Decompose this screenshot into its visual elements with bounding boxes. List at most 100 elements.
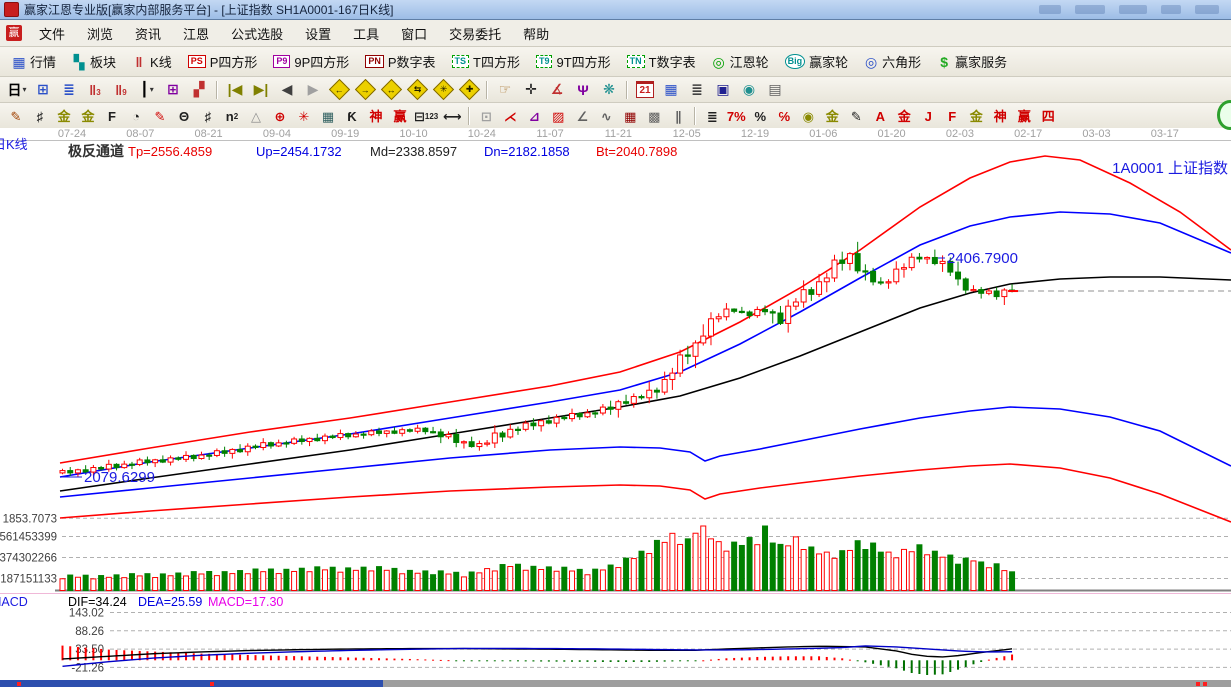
chart-canvas[interactable]: 07-24 08-07 08-21 09-04 09-19 10-10 10-24 11-07… bbox=[0, 128, 1231, 681]
calendar-icon: 21 bbox=[636, 81, 654, 98]
draw-gold-red[interactable]: 金 bbox=[897, 108, 911, 124]
tool-pattern-box[interactable]: ⊞ bbox=[161, 78, 185, 102]
floating-service-button[interactable] bbox=[1217, 100, 1231, 130]
draw-knife-red[interactable]: ✎ bbox=[154, 108, 166, 124]
tool-kline-period-dropdown[interactable]: 日 ▾ bbox=[7, 81, 27, 98]
tool-analysis-tool-teal[interactable]: ❋ bbox=[597, 78, 621, 102]
tool-calendar-21[interactable]: 21 bbox=[633, 78, 657, 102]
tool-next-bar[interactable]: ▶ bbox=[301, 78, 325, 102]
draw-grid-ruler[interactable]: ♯ bbox=[36, 108, 44, 124]
draw-percent-7[interactable]: 7% bbox=[726, 108, 746, 124]
draw-grid-ruler-2[interactable]: ♯ bbox=[204, 108, 212, 124]
draw-k-double[interactable]: Ƙ bbox=[347, 108, 357, 124]
tool-printer[interactable]: ▤ bbox=[763, 78, 787, 102]
draw-grid-shade[interactable]: ▩ bbox=[648, 108, 661, 124]
toolbar-p-square[interactable]: PS P四方形 bbox=[180, 49, 266, 75]
toolbar-winner-wheel[interactable]: Big 赢家轮 bbox=[777, 49, 857, 75]
draw-f-ruler[interactable]: F bbox=[108, 108, 116, 124]
tool-cross-diamond[interactable]: ✚ bbox=[457, 78, 481, 102]
draw-fan-purple[interactable]: ⊿ bbox=[528, 108, 540, 124]
tool-bars-9[interactable]: ‖9 bbox=[109, 78, 133, 102]
tool-calculator[interactable]: ▦ bbox=[659, 78, 683, 102]
menu-tools[interactable]: 工具 bbox=[353, 26, 380, 42]
toolbar-9t-square[interactable]: T9 9T四方形 bbox=[528, 49, 619, 75]
tool-compress-diamond[interactable]: ⇆ bbox=[405, 78, 429, 102]
tool-star-diamond[interactable]: ✳ bbox=[431, 78, 455, 102]
draw-web-boxed[interactable]: ▦ bbox=[321, 108, 335, 124]
draw-fan-boxed[interactable]: ▨ bbox=[552, 108, 565, 124]
tool-last-page[interactable]: ▶| bbox=[249, 78, 273, 102]
tool-color-histogram[interactable]: ▞ bbox=[187, 78, 211, 102]
toolbar-9p-square[interactable]: P9 9P四方形 bbox=[265, 49, 357, 75]
tool-shift-right-diamond[interactable]: → bbox=[353, 78, 377, 102]
tool-zoom-region[interactable]: ⊞ bbox=[31, 78, 55, 102]
draw-knife[interactable]: ✎ bbox=[10, 108, 22, 124]
menu-gann[interactable]: 江恩 bbox=[183, 26, 210, 42]
draw-si-angle[interactable]: 四 bbox=[1041, 108, 1055, 124]
menu-news[interactable]: 资讯 bbox=[135, 26, 162, 42]
draw-shen-tool[interactable]: 神 bbox=[369, 108, 383, 124]
draw-percent-list[interactable]: ≣ bbox=[706, 108, 718, 124]
toolbar-winner-service[interactable]: $ 赢家服务 bbox=[929, 49, 1015, 75]
draw-gold-ruler-1[interactable]: 金 bbox=[57, 108, 71, 124]
tool-network-globe[interactable]: ◉ bbox=[737, 78, 761, 102]
draw-angle-mirror[interactable]: △ bbox=[251, 108, 261, 124]
draw-ying-angle[interactable]: 赢 bbox=[1017, 108, 1031, 124]
draw-gold-line[interactable]: 金 bbox=[825, 108, 839, 124]
tool-save-floppy[interactable]: ▣ bbox=[711, 78, 735, 102]
tool-prev-bar[interactable]: ◀ bbox=[275, 78, 299, 102]
draw-box-tool[interactable]: ⊡ bbox=[480, 108, 492, 124]
toolbar-gann-wheel[interactable]: ◎ 江恩轮 bbox=[704, 49, 777, 75]
tool-bars-3[interactable]: ‖3 bbox=[83, 78, 107, 102]
draw-percent[interactable]: % bbox=[754, 108, 767, 124]
draw-fan-red[interactable]: ⋌ bbox=[503, 108, 517, 124]
menu-settings[interactable]: 设置 bbox=[305, 26, 332, 42]
draw-j-angle[interactable]: J bbox=[924, 108, 932, 124]
tool-info-list[interactable]: ≣ bbox=[57, 78, 81, 102]
toolbar-sectors[interactable]: ▚ 板块 bbox=[64, 49, 124, 75]
menu-trade-order[interactable]: 交易委托 bbox=[449, 26, 502, 42]
draw-a-wave[interactable]: A bbox=[875, 108, 885, 124]
draw-wave-line[interactable]: ∿ bbox=[600, 108, 612, 124]
tool-crosshair-tool[interactable]: ✛ bbox=[519, 78, 543, 102]
menu-formula-stock-pick[interactable]: 公式选股 bbox=[231, 26, 284, 42]
draw-gold-ruler-2[interactable]: 金 bbox=[81, 108, 95, 124]
toolbar-p-number-table[interactable]: PN P数字表 bbox=[357, 49, 443, 75]
menu-file[interactable]: 文件 bbox=[39, 26, 66, 42]
draw-ying-tool[interactable]: 赢 bbox=[393, 108, 407, 124]
draw-ruler-123[interactable]: ⊟ 123 bbox=[414, 108, 439, 124]
badge-icon: P9 bbox=[273, 55, 291, 68]
toolbar-t-number-table[interactable]: TN T数字表 bbox=[619, 49, 704, 75]
draw-percent-co[interactable]: ℅ bbox=[778, 108, 791, 124]
tool-gann-tool-purple[interactable]: Ψ bbox=[571, 78, 595, 102]
draw-f-angle[interactable]: F bbox=[948, 108, 957, 124]
draw-web-red[interactable]: ✳ bbox=[298, 108, 310, 124]
tool-angle-tool[interactable]: ∡ bbox=[545, 78, 569, 102]
tool-first-page[interactable]: |◀ bbox=[223, 78, 247, 102]
draw-gold-angle[interactable]: 金 bbox=[969, 108, 983, 124]
toolbar-quotes[interactable]: ▦ 行情 bbox=[4, 49, 64, 75]
h-scrollbar[interactable] bbox=[0, 680, 1231, 687]
tool-hand-tool[interactable]: ☞ bbox=[493, 78, 517, 102]
menu-help[interactable]: 帮助 bbox=[523, 26, 550, 42]
draw-parallel-lines[interactable]: ∥ bbox=[675, 108, 682, 124]
toolbar-kline[interactable]: ‖ K线 bbox=[124, 49, 180, 75]
toolbar-hexagon[interactable]: ◎ 六角形 bbox=[856, 49, 929, 75]
tool-notes[interactable]: ≣ bbox=[685, 78, 709, 102]
draw-shen-angle[interactable]: 神 bbox=[993, 108, 1007, 124]
draw-angle-line[interactable]: ∠ bbox=[576, 108, 589, 124]
tool-shift-left-diamond[interactable]: ← bbox=[327, 78, 351, 102]
draw-grid-dark[interactable]: ▦ bbox=[624, 108, 637, 124]
draw-pen-line[interactable]: ✎ bbox=[850, 108, 862, 124]
toolbar-t-square[interactable]: TS T四方形 bbox=[444, 49, 528, 75]
tool-candle-style-dropdown[interactable]: ┃ ▾ bbox=[140, 81, 154, 97]
draw-compass-red[interactable]: ⊕ bbox=[274, 108, 286, 124]
draw-circle-gauge[interactable]: Θ bbox=[178, 108, 190, 124]
draw-width-arrows[interactable]: ⟷ bbox=[442, 108, 462, 124]
tool-expand-diamond[interactable]: ↔ bbox=[379, 78, 403, 102]
menu-window[interactable]: 窗口 bbox=[401, 26, 428, 42]
draw-gold-circle[interactable]: ◉ bbox=[802, 108, 814, 124]
menu-browse[interactable]: 浏览 bbox=[87, 26, 114, 42]
draw-spiral[interactable]: ◔ bbox=[132, 108, 140, 124]
